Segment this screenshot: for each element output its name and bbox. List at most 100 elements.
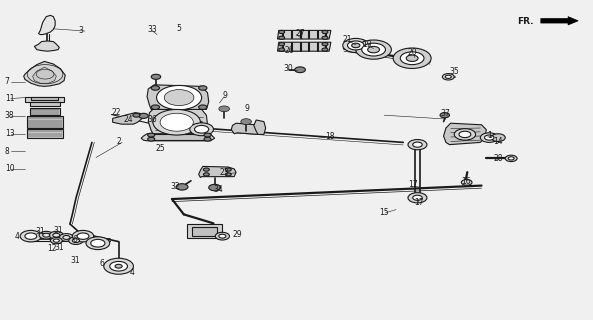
Text: 23: 23 — [219, 168, 229, 177]
Circle shape — [203, 173, 209, 176]
Circle shape — [413, 195, 422, 200]
Text: 31: 31 — [53, 226, 63, 235]
Circle shape — [110, 261, 127, 271]
Text: 34: 34 — [213, 185, 223, 194]
Text: 20: 20 — [408, 48, 417, 57]
Text: 29: 29 — [232, 230, 242, 239]
Polygon shape — [30, 102, 60, 106]
Polygon shape — [147, 85, 209, 109]
Circle shape — [153, 109, 200, 135]
Circle shape — [63, 236, 70, 239]
Text: 6: 6 — [72, 235, 77, 244]
Text: 33: 33 — [147, 25, 157, 34]
Circle shape — [39, 231, 53, 239]
Text: 4: 4 — [129, 268, 134, 277]
Circle shape — [491, 134, 505, 141]
Polygon shape — [113, 113, 142, 124]
Text: 36: 36 — [147, 116, 157, 124]
Text: 19: 19 — [362, 40, 371, 49]
Text: 3: 3 — [79, 26, 84, 35]
Text: 31: 31 — [70, 256, 79, 265]
Circle shape — [368, 46, 380, 53]
Polygon shape — [199, 166, 236, 178]
Circle shape — [148, 137, 155, 141]
Circle shape — [204, 133, 211, 137]
Circle shape — [219, 234, 226, 238]
Text: 28: 28 — [493, 154, 503, 163]
Polygon shape — [148, 108, 208, 134]
Circle shape — [279, 48, 285, 51]
Circle shape — [151, 105, 160, 109]
Circle shape — [86, 237, 110, 250]
Circle shape — [115, 264, 122, 268]
Circle shape — [505, 155, 517, 162]
Circle shape — [164, 90, 194, 106]
Text: 31: 31 — [36, 227, 45, 236]
Circle shape — [43, 233, 50, 237]
Circle shape — [77, 233, 89, 239]
Text: 21: 21 — [343, 36, 352, 44]
Circle shape — [25, 233, 37, 239]
Circle shape — [69, 237, 83, 244]
Text: 30: 30 — [283, 64, 293, 73]
Circle shape — [343, 38, 369, 52]
Text: 17: 17 — [408, 180, 417, 189]
Text: 27: 27 — [295, 29, 305, 38]
Bar — [187, 224, 222, 238]
Text: 14: 14 — [493, 137, 503, 146]
Circle shape — [195, 125, 209, 133]
Text: 22: 22 — [111, 108, 121, 117]
Circle shape — [279, 43, 285, 46]
Circle shape — [91, 239, 105, 247]
Circle shape — [20, 230, 42, 242]
Circle shape — [362, 43, 385, 56]
Circle shape — [347, 41, 364, 50]
Circle shape — [408, 140, 427, 150]
Text: 37: 37 — [440, 109, 449, 118]
Circle shape — [461, 180, 472, 185]
Circle shape — [139, 113, 148, 118]
Text: 25: 25 — [155, 144, 165, 153]
Text: 11: 11 — [5, 94, 14, 103]
Circle shape — [322, 30, 328, 34]
Polygon shape — [24, 61, 65, 86]
Circle shape — [322, 36, 328, 39]
Circle shape — [484, 135, 494, 140]
Polygon shape — [278, 30, 331, 39]
Circle shape — [219, 106, 229, 112]
Circle shape — [104, 258, 133, 274]
Circle shape — [225, 168, 231, 171]
Text: 38: 38 — [5, 111, 14, 120]
Circle shape — [295, 67, 305, 73]
Circle shape — [160, 113, 193, 131]
Polygon shape — [27, 116, 63, 128]
Circle shape — [133, 113, 140, 117]
Text: 16: 16 — [461, 177, 471, 186]
Circle shape — [199, 86, 207, 90]
Circle shape — [151, 86, 160, 90]
Circle shape — [352, 43, 360, 48]
Text: 1: 1 — [487, 131, 492, 140]
Text: 18: 18 — [325, 132, 334, 141]
Circle shape — [459, 131, 471, 138]
Circle shape — [279, 36, 285, 39]
Circle shape — [72, 239, 79, 243]
Circle shape — [204, 137, 211, 141]
Text: 24: 24 — [123, 116, 133, 124]
Text: 15: 15 — [380, 208, 389, 217]
Circle shape — [241, 119, 251, 124]
Circle shape — [215, 232, 229, 240]
Circle shape — [442, 74, 454, 80]
Circle shape — [508, 157, 514, 160]
Text: 8: 8 — [5, 147, 9, 156]
Polygon shape — [231, 123, 262, 134]
Circle shape — [400, 52, 424, 65]
Circle shape — [408, 193, 427, 203]
Text: 35: 35 — [449, 67, 459, 76]
Polygon shape — [141, 134, 215, 141]
Circle shape — [59, 234, 74, 241]
Polygon shape — [33, 67, 56, 83]
Polygon shape — [31, 97, 58, 100]
Text: 10: 10 — [5, 164, 14, 173]
Polygon shape — [34, 41, 59, 51]
